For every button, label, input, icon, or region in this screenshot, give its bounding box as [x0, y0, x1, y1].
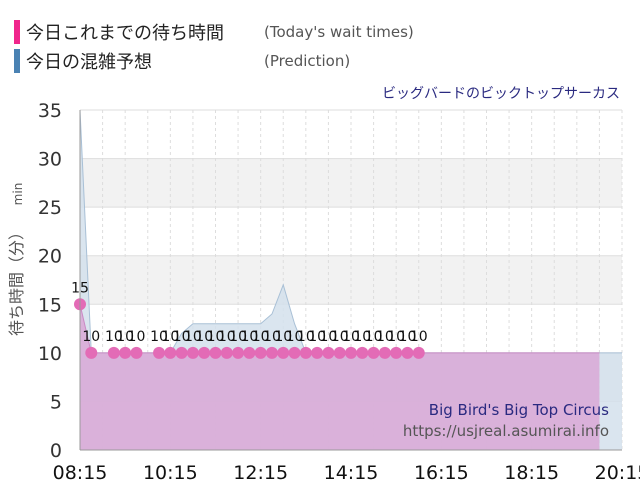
legend-swatch-prediction — [14, 49, 20, 73]
data-label: 10 — [387, 329, 405, 345]
chart-subtitle: ビッグバードのビックトップサーカス — [382, 86, 620, 102]
y-tick-label: 25 — [38, 197, 62, 219]
y-axis-unit: min — [11, 183, 25, 206]
data-label: 10 — [105, 329, 123, 345]
legend-item-actual: 今日これまでの待ち時間 (Today's wait times) — [14, 20, 414, 44]
data-label: 10 — [252, 329, 270, 345]
data-point — [107, 346, 120, 359]
data-point — [356, 346, 369, 359]
data-label: 10 — [263, 329, 281, 345]
data-label: 10 — [376, 329, 394, 345]
data-label: 10 — [365, 329, 383, 345]
data-label: 10 — [353, 329, 371, 345]
axes: 0 5 10 15 20 25 30 35 08:15 10:15 12:15 14:15 16:15 1… — [38, 100, 640, 484]
legend-label-actual-jp: 今日これまでの待ち時間 — [26, 23, 224, 44]
data-point — [412, 346, 425, 359]
attraction-name-en: Big Bird's Big Top Circus — [429, 401, 609, 419]
data-label: 10 — [342, 329, 360, 345]
data-point — [378, 346, 391, 359]
legend-swatch-actual — [14, 20, 20, 44]
data-label: 10 — [116, 329, 134, 345]
data-label: 10 — [207, 329, 225, 345]
data-label: 10 — [161, 329, 179, 345]
data-point — [333, 346, 346, 359]
data-point — [288, 346, 301, 359]
data-label: 10 — [229, 329, 247, 345]
data-point — [153, 346, 166, 359]
data-point — [322, 346, 335, 359]
data-point — [243, 346, 256, 359]
data-label: 10 — [240, 329, 258, 345]
source-url: https://usjreal.asumirai.info — [403, 422, 609, 440]
data-point — [232, 346, 245, 359]
data-label: 10 — [218, 329, 236, 345]
data-point — [130, 346, 143, 359]
data-label: 10 — [331, 329, 349, 345]
y-tick-label: 30 — [38, 149, 62, 171]
legend-label-actual-en: (Today's wait times) — [264, 23, 414, 41]
data-point — [220, 346, 233, 359]
y-tick-label: 10 — [38, 343, 62, 365]
data-label: 10 — [150, 329, 168, 345]
y-tick-label: 0 — [50, 440, 62, 462]
data-label: 15 — [71, 280, 89, 296]
data-point — [277, 346, 290, 359]
x-tick-label: 14:15 — [324, 462, 379, 484]
legend-label-prediction-en: (Prediction) — [264, 52, 351, 70]
data-point — [198, 346, 211, 359]
data-point — [85, 346, 98, 359]
data-point — [164, 346, 177, 359]
data-point — [254, 346, 267, 359]
data-point — [390, 346, 403, 359]
data-point — [345, 346, 357, 359]
data-label: 10 — [184, 329, 202, 345]
data-point — [186, 346, 199, 359]
data-label: 10 — [297, 329, 315, 345]
x-tick-label: 16:15 — [414, 462, 469, 484]
data-point — [299, 346, 312, 359]
data-point — [265, 346, 278, 359]
actual-area — [80, 304, 600, 450]
data-label: 10 — [173, 329, 191, 345]
data-label: 10 — [410, 329, 428, 345]
data-label: 10 — [128, 329, 146, 345]
legend-item-prediction: 今日の混雑予想 (Prediction) — [14, 49, 350, 73]
data-point — [209, 346, 222, 359]
data-label: 10 — [286, 329, 304, 345]
x-tick-label: 08:15 — [53, 462, 108, 484]
y-tick-label: 5 — [50, 391, 62, 413]
actual-series — [74, 298, 600, 450]
data-label: 10 — [195, 329, 213, 345]
data-label: 10 — [82, 329, 100, 345]
data-point — [175, 346, 188, 359]
data-label: 10 — [399, 329, 417, 345]
data-point — [119, 346, 132, 359]
legend-label-prediction-jp: 今日の混雑予想 — [26, 52, 152, 73]
data-point — [401, 346, 414, 359]
x-tick-label: 10:15 — [143, 462, 198, 484]
data-point — [367, 346, 380, 359]
y-tick-label: 20 — [38, 246, 62, 268]
y-axis-label: 待ち時間（分） — [7, 224, 26, 336]
data-point — [311, 346, 324, 359]
data-label: 10 — [308, 329, 326, 345]
y-tick-label: 35 — [38, 100, 62, 122]
data-label: 10 — [274, 329, 292, 345]
x-tick-label: 12:15 — [233, 462, 288, 484]
x-tick-label: 20:15 — [595, 462, 640, 484]
data-label: 10 — [320, 329, 338, 345]
x-tick-label: 18:15 — [504, 462, 559, 484]
y-tick-label: 15 — [38, 294, 62, 316]
